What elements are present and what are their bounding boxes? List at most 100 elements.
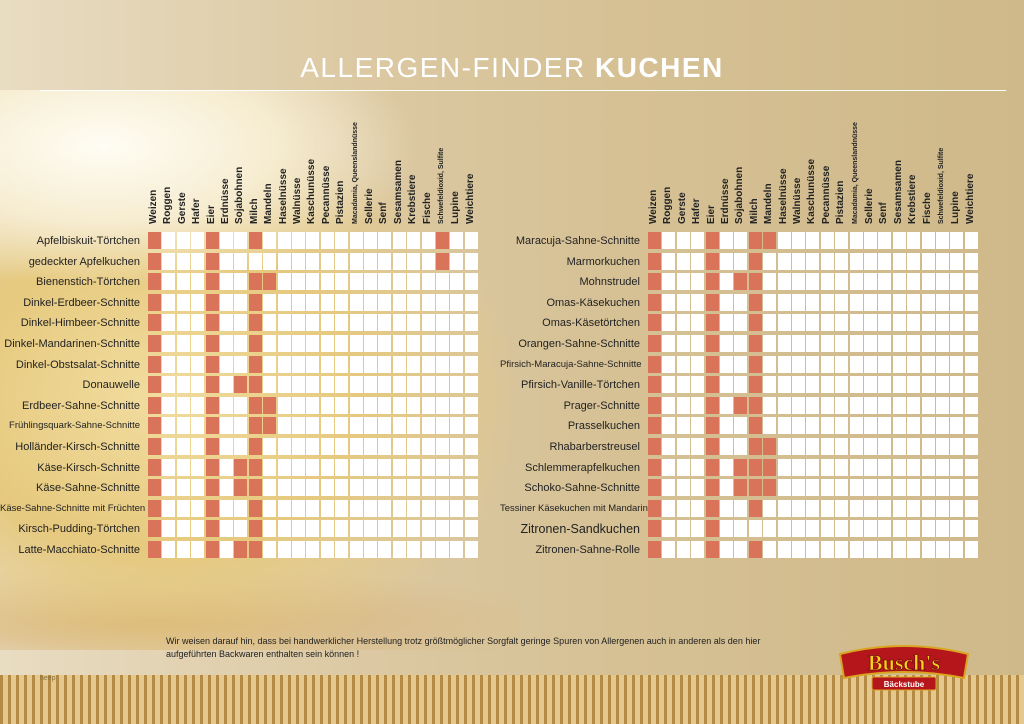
allergen-cell — [464, 458, 478, 476]
allergen-cell — [964, 396, 978, 414]
allergen-cell — [349, 293, 363, 311]
allergen-cell — [662, 293, 676, 311]
allergen-cell — [335, 252, 349, 270]
allergen-cell — [205, 335, 219, 352]
allergen-cell — [220, 396, 233, 414]
allergen-cell — [792, 541, 805, 558]
allergen-cell — [450, 314, 464, 332]
allergen-cell — [148, 335, 161, 352]
allergen-cell — [392, 541, 406, 558]
allergen-cell — [748, 458, 762, 476]
allergen-cell — [648, 314, 661, 332]
allergen-cell — [234, 541, 248, 558]
product-label: Omas-Käsetörtchen — [542, 317, 640, 330]
allergen-cell — [849, 520, 863, 538]
allergen-cell — [364, 438, 377, 455]
allergen-cell — [191, 293, 205, 311]
product-label: Orangen-Sahne-Schnitte — [518, 338, 640, 350]
allergen-cell — [849, 335, 863, 352]
allergen-cell — [734, 417, 748, 435]
allergen-cell — [277, 438, 291, 455]
allergen-cell — [306, 273, 320, 291]
allergen-cell — [748, 376, 762, 394]
allergen-cell — [277, 396, 291, 414]
allergen-cell — [364, 541, 377, 558]
allergen-cell — [162, 355, 176, 373]
allergen-cell — [392, 273, 406, 291]
allergen-cell — [205, 499, 219, 517]
allergen-cell — [392, 376, 406, 394]
allergen-cell — [662, 335, 676, 352]
allergen-cell — [720, 314, 733, 332]
allergen-cell — [464, 541, 478, 558]
allergen-cell — [364, 376, 377, 394]
allergen-cell — [892, 232, 906, 249]
allergen-cell — [148, 232, 161, 249]
allergen-cell — [705, 355, 719, 373]
allergen-cell — [320, 252, 334, 270]
allergen-cell — [720, 438, 733, 455]
allergen-cell — [464, 252, 478, 270]
allergen-cell — [950, 520, 964, 538]
allergen-cell — [205, 520, 219, 538]
allergen-cell — [191, 355, 205, 373]
allergen-cell — [878, 396, 892, 414]
allergen-cell — [205, 376, 219, 394]
allergen-cell — [777, 438, 791, 455]
allergen-cell — [176, 499, 190, 517]
allergen-header-label: Lupine — [950, 191, 962, 224]
allergen-cell — [421, 273, 435, 291]
product-label: Prasselkuchen — [567, 420, 640, 433]
allergen-cell — [349, 417, 363, 435]
allergen-cell — [277, 376, 291, 394]
allergen-cell — [320, 499, 334, 517]
allergen-cell — [792, 232, 805, 249]
allergen-cell — [676, 417, 690, 435]
allergen-cell — [320, 438, 334, 455]
allergen-cell — [763, 232, 777, 249]
allergen-cell — [335, 458, 349, 476]
allergen-cell — [191, 252, 205, 270]
allergen-cell — [964, 355, 978, 373]
allergen-cell — [648, 499, 661, 517]
allergen-cell — [892, 520, 906, 538]
allergen-cell — [450, 252, 464, 270]
allergen-cell — [921, 499, 935, 517]
allergen-cell — [763, 335, 777, 352]
allergen-cell — [464, 314, 478, 332]
allergen-cell — [162, 458, 176, 476]
allergen-cell — [335, 520, 349, 538]
allergen-cell — [864, 479, 877, 497]
allergen-cell — [864, 293, 877, 311]
allergen-cell — [648, 417, 661, 435]
allergen-cell — [950, 458, 964, 476]
allergen-cell — [349, 335, 363, 352]
allergen-cell — [878, 273, 892, 291]
allergen-cell — [792, 293, 805, 311]
allergen-cell — [676, 499, 690, 517]
allergen-cell — [691, 355, 705, 373]
allergen-cell — [777, 355, 791, 373]
allergen-cell — [248, 314, 262, 332]
allergen-cell — [378, 314, 392, 332]
allergen-cell — [378, 293, 392, 311]
allergen-cell — [864, 520, 877, 538]
allergen-cell — [335, 479, 349, 497]
allergen-cell — [964, 458, 978, 476]
allergen-cell — [364, 458, 377, 476]
allergen-cell — [705, 273, 719, 291]
allergen-cell — [748, 520, 762, 538]
allergen-cell — [921, 479, 935, 497]
allergen-cell — [205, 396, 219, 414]
allergen-cell — [335, 499, 349, 517]
allergen-cell — [792, 335, 805, 352]
allergen-cell — [436, 438, 449, 455]
allergen-cell — [436, 396, 449, 414]
allergen-cell — [263, 541, 277, 558]
allergen-cell — [205, 355, 219, 373]
allergen-cell — [892, 499, 906, 517]
allergen-cell — [176, 335, 190, 352]
allergen-cell — [806, 520, 820, 538]
allergen-cell — [349, 520, 363, 538]
allergen-cell — [763, 355, 777, 373]
